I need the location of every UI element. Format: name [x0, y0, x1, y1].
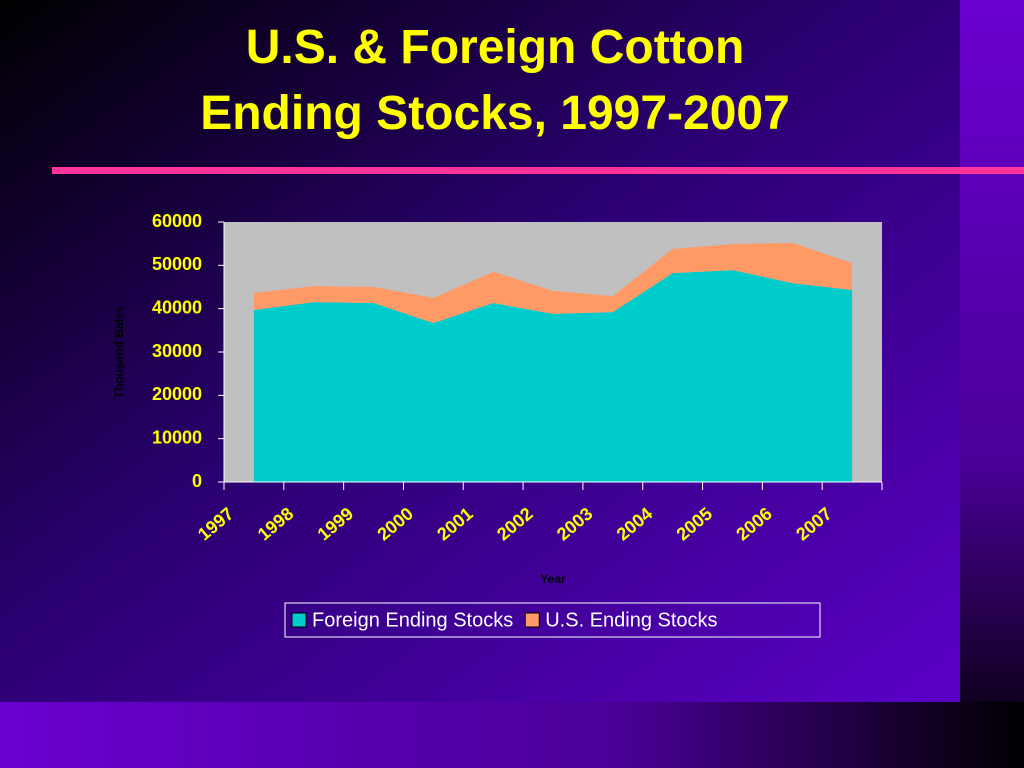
legend-swatch: [291, 612, 307, 628]
bottom-strip: [0, 702, 1024, 768]
y-axis-label: Thousand Bales: [112, 305, 126, 398]
right-strip: [960, 0, 1024, 768]
y-tick-label: 60000: [152, 211, 202, 231]
area: [253, 242, 853, 323]
y-tick-label: 10000: [152, 427, 202, 447]
legend-box: [284, 602, 821, 638]
legend-swatch: [524, 612, 540, 628]
divider: [52, 167, 1024, 174]
x-axis-label: Year: [540, 572, 566, 586]
area: [253, 270, 853, 482]
y-tick-label: 0: [192, 471, 202, 491]
y-tick-label: 30000: [152, 341, 202, 361]
legend-label: U.S. Ending Stocks: [545, 609, 717, 631]
legend-label: Foreign Ending Stocks: [312, 609, 513, 631]
y-tick-label: 50000: [152, 254, 202, 274]
y-tick-label: 20000: [152, 384, 202, 404]
chart-title: U.S. & Foreign Cotton Ending Stocks, 1997…: [200, 21, 790, 140]
y-tick-label: 40000: [152, 297, 202, 317]
